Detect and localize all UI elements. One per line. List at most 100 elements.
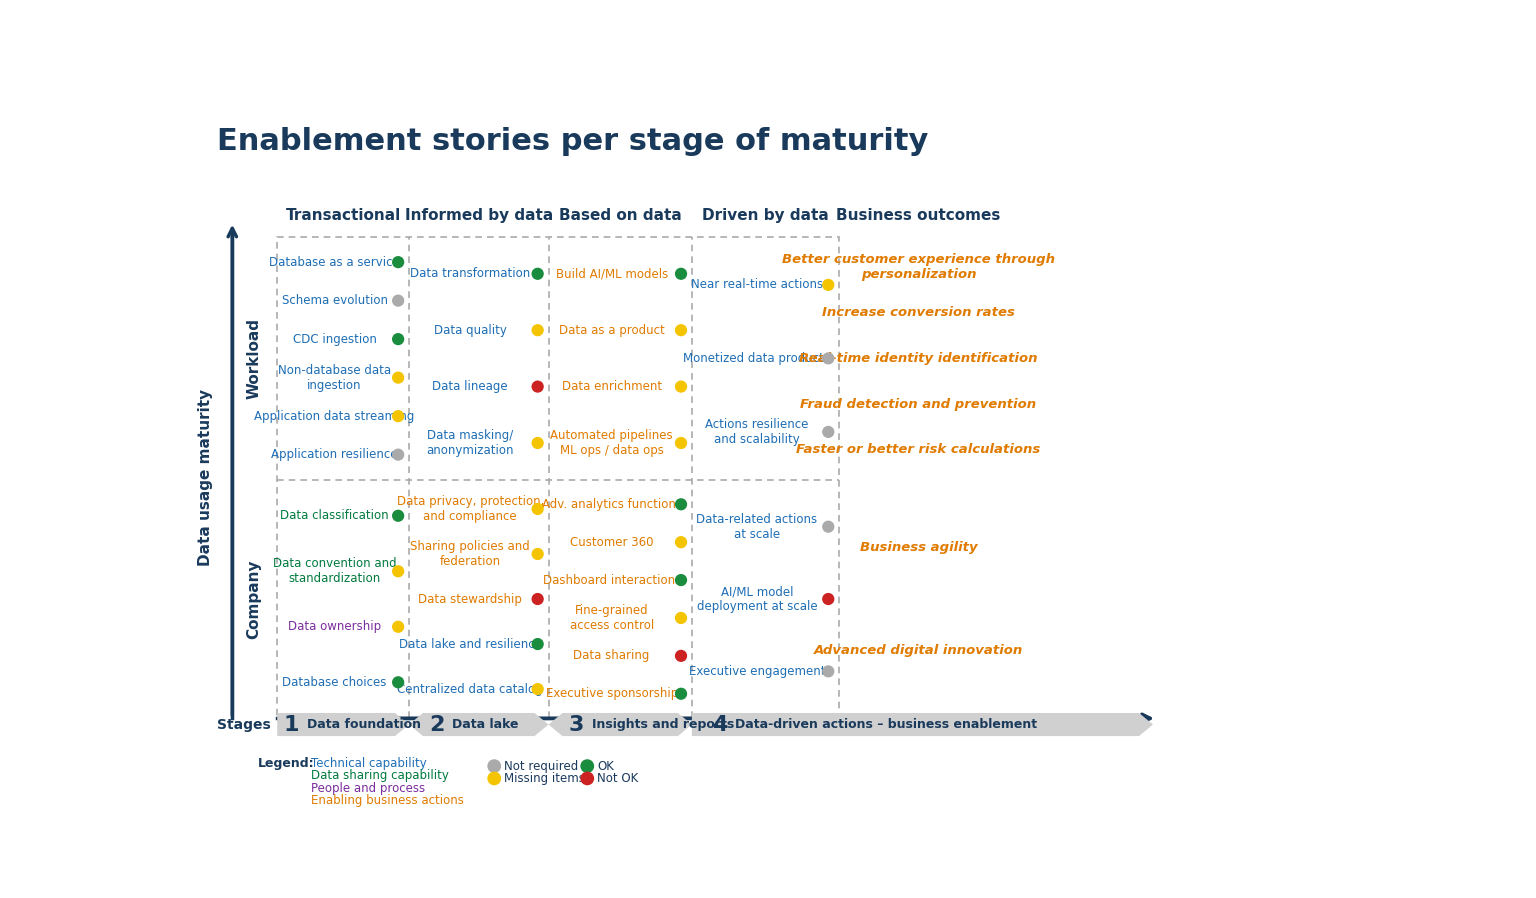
Text: Data enrichment: Data enrichment <box>562 380 662 393</box>
Circle shape <box>823 594 834 604</box>
Circle shape <box>533 594 544 604</box>
Circle shape <box>533 549 544 559</box>
Text: Data ownership: Data ownership <box>289 621 381 633</box>
Circle shape <box>676 325 687 336</box>
Text: Data classification: Data classification <box>280 509 389 523</box>
Text: Not OK: Not OK <box>598 772 639 785</box>
Circle shape <box>393 373 404 383</box>
Circle shape <box>393 257 404 268</box>
Circle shape <box>823 427 834 437</box>
Text: Customer 360: Customer 360 <box>570 536 653 549</box>
Text: Data sharing capability: Data sharing capability <box>310 770 449 782</box>
Circle shape <box>533 325 544 336</box>
Text: Data convention and
standardization: Data convention and standardization <box>273 558 396 585</box>
Circle shape <box>393 566 404 577</box>
Circle shape <box>676 269 687 279</box>
Circle shape <box>676 575 687 585</box>
Text: Build AI/ML models: Build AI/ML models <box>556 268 668 280</box>
Text: Legend:: Legend: <box>258 757 315 770</box>
Text: Automated pipelines
ML ops / data ops: Automated pipelines ML ops / data ops <box>550 429 673 457</box>
Text: Data transformation: Data transformation <box>410 268 530 280</box>
Text: 2: 2 <box>429 715 444 735</box>
Text: Missing items: Missing items <box>504 772 585 785</box>
Polygon shape <box>691 713 1154 736</box>
Text: Near real-time actions: Near real-time actions <box>691 278 823 291</box>
Text: Adv. analytics functions: Adv. analytics functions <box>542 497 682 511</box>
Text: Data as a product: Data as a product <box>559 323 665 337</box>
Circle shape <box>393 410 404 421</box>
Text: 1: 1 <box>284 715 300 735</box>
Circle shape <box>581 772 593 785</box>
Text: Not required: Not required <box>504 760 579 772</box>
Circle shape <box>823 279 834 290</box>
Circle shape <box>533 382 544 392</box>
Circle shape <box>676 612 687 623</box>
Circle shape <box>488 772 501 785</box>
Circle shape <box>393 449 404 460</box>
Text: Sharing policies and
federation: Sharing policies and federation <box>410 540 530 568</box>
Bar <box>278 237 839 718</box>
Text: Data lineage: Data lineage <box>433 380 508 393</box>
Text: Company: Company <box>246 559 261 638</box>
Text: Data-driven actions – business enablement: Data-driven actions – business enablemen… <box>736 718 1037 731</box>
Circle shape <box>823 666 834 677</box>
Text: Data privacy, protection,
and compliance: Data privacy, protection, and compliance <box>396 495 544 523</box>
Text: Enabling business actions: Enabling business actions <box>310 794 464 806</box>
Text: Application data streaming: Application data streaming <box>255 409 415 423</box>
Text: Database as a service: Database as a service <box>269 256 399 269</box>
Text: Data masking/
anonymization: Data masking/ anonymization <box>427 429 515 457</box>
Circle shape <box>823 522 834 533</box>
Circle shape <box>488 760 501 772</box>
Text: Increase conversion rates: Increase conversion rates <box>822 306 1015 319</box>
Text: People and process: People and process <box>310 781 424 795</box>
Text: Data foundation: Data foundation <box>307 718 421 731</box>
Text: Database choices: Database choices <box>283 676 387 689</box>
Text: Monetized data products: Monetized data products <box>684 352 831 365</box>
Circle shape <box>393 295 404 306</box>
Text: Advanced digital innovation: Advanced digital innovation <box>814 645 1023 657</box>
Circle shape <box>393 334 404 345</box>
Text: Schema evolution: Schema evolution <box>281 295 387 307</box>
Text: Business agility: Business agility <box>860 541 977 554</box>
Text: Based on data: Based on data <box>559 208 682 223</box>
Text: Data lake: Data lake <box>453 718 519 731</box>
Circle shape <box>676 437 687 448</box>
Text: AI/ML model
deployment at scale: AI/ML model deployment at scale <box>697 585 817 613</box>
Text: Transactional: Transactional <box>286 208 401 223</box>
Text: Faster or better risk calculations: Faster or better risk calculations <box>797 444 1041 456</box>
Text: 4: 4 <box>713 715 728 735</box>
Text: Data stewardship: Data stewardship <box>418 593 522 605</box>
Text: Executive engagement: Executive engagement <box>688 665 825 678</box>
Text: Stages: Stages <box>217 718 270 732</box>
Text: Workload: Workload <box>246 318 261 399</box>
Circle shape <box>393 621 404 632</box>
Circle shape <box>823 353 834 364</box>
Text: Real-time identity identification: Real-time identity identification <box>799 352 1038 365</box>
Text: Data sharing: Data sharing <box>573 649 650 663</box>
Text: Data quality: Data quality <box>433 323 507 337</box>
Circle shape <box>581 760 593 772</box>
Text: Driven by data: Driven by data <box>702 208 829 223</box>
Text: Insights and reports: Insights and reports <box>591 718 734 731</box>
Text: Data-related actions
at scale: Data-related actions at scale <box>696 513 817 541</box>
Text: Fraud detection and prevention: Fraud detection and prevention <box>800 398 1037 410</box>
Circle shape <box>533 638 544 649</box>
Polygon shape <box>409 713 548 736</box>
Text: Fine-grained
access control: Fine-grained access control <box>570 604 654 632</box>
Text: Enablement stories per stage of maturity: Enablement stories per stage of maturity <box>217 127 928 156</box>
Circle shape <box>676 650 687 661</box>
Circle shape <box>393 677 404 688</box>
Text: Data usage maturity: Data usage maturity <box>198 389 214 567</box>
Text: Data lake and resilience: Data lake and resilience <box>399 638 542 650</box>
Text: Better customer experience through
personalization: Better customer experience through perso… <box>782 253 1055 281</box>
Circle shape <box>676 382 687 392</box>
Circle shape <box>676 499 687 510</box>
Text: Business outcomes: Business outcomes <box>837 208 1001 223</box>
Text: Executive sponsorship: Executive sponsorship <box>545 687 677 700</box>
Circle shape <box>676 537 687 548</box>
Text: CDC ingestion: CDC ingestion <box>293 332 376 346</box>
Polygon shape <box>278 713 409 736</box>
Circle shape <box>533 269 544 279</box>
Circle shape <box>533 437 544 448</box>
Text: Actions resilience
and scalability: Actions resilience and scalability <box>705 418 808 446</box>
